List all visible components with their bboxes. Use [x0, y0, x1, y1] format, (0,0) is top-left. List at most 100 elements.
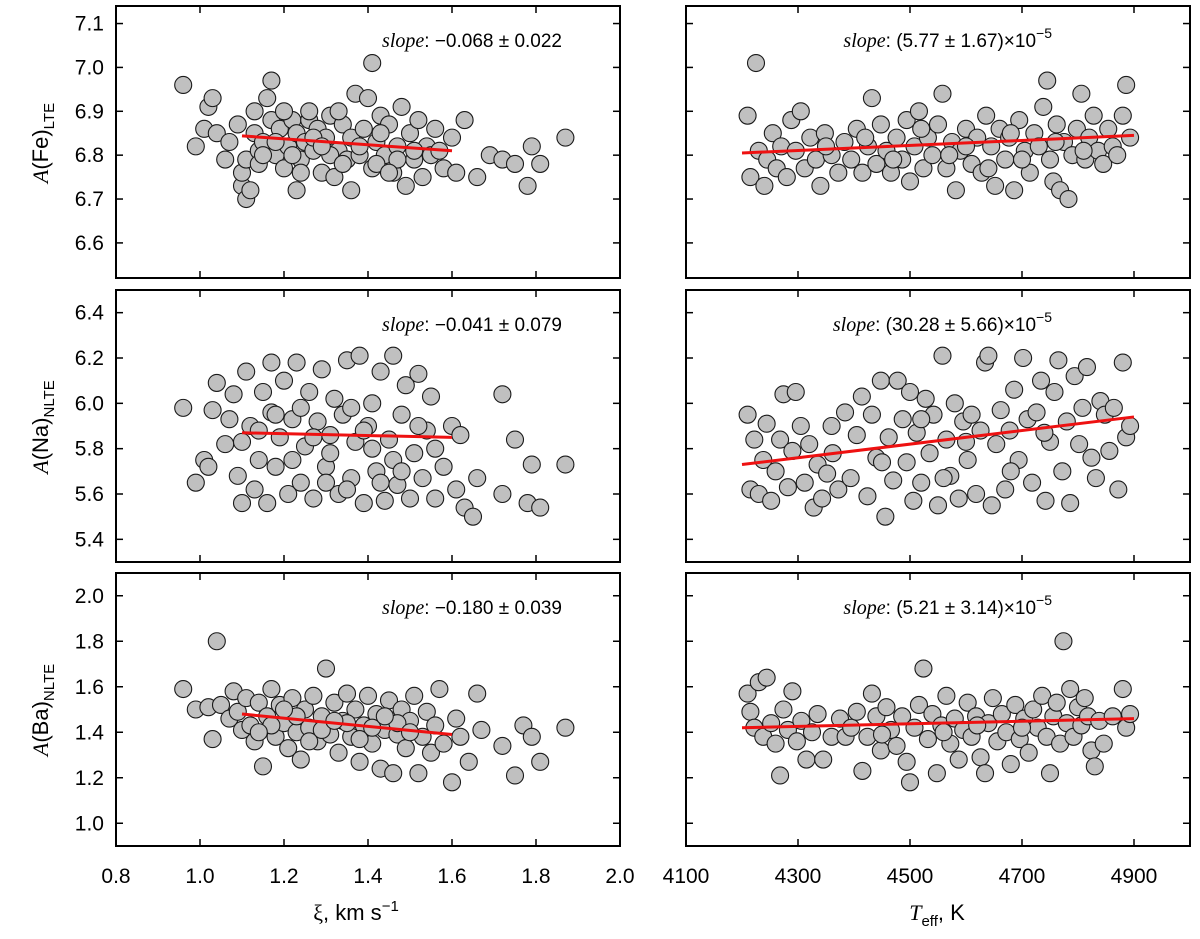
slope-value: : (5.21 ± 3.14)×10 — [886, 598, 1036, 619]
data-point — [409, 364, 428, 383]
slope-annotation: slope: (5.21 ± 3.14)×10−5 — [843, 592, 1052, 619]
x-tick-label: 1.4 — [353, 865, 383, 888]
slope-word: slope — [382, 597, 424, 619]
data-point — [375, 707, 394, 726]
data-point — [900, 773, 920, 792]
fit-line — [241, 431, 453, 439]
data-point — [900, 172, 920, 191]
data-point — [787, 732, 806, 751]
data-point — [232, 494, 252, 513]
data-point — [426, 489, 445, 508]
data-point — [986, 176, 1005, 195]
data-point — [354, 494, 373, 513]
data-point — [207, 632, 226, 651]
x-tick-label: 4700 — [999, 865, 1046, 888]
data-point — [1053, 462, 1072, 481]
data-point — [325, 693, 344, 712]
data-point — [1065, 367, 1084, 386]
data-point — [400, 124, 420, 143]
slope-word: slope — [382, 314, 424, 336]
data-point — [879, 428, 898, 447]
data-point — [818, 464, 837, 483]
data-point — [371, 124, 390, 143]
data-point — [531, 498, 550, 517]
data-point — [396, 176, 415, 195]
data-point — [996, 150, 1015, 169]
data-point — [762, 714, 781, 733]
data-point — [249, 450, 268, 470]
data-point — [897, 752, 916, 771]
slope-value: : −0.180 ± 0.039 — [424, 598, 562, 619]
data-point — [388, 150, 407, 169]
data-point — [771, 766, 790, 785]
data-point — [405, 686, 424, 705]
data-point — [270, 428, 289, 447]
data-point — [982, 496, 1001, 515]
data-point — [816, 137, 836, 156]
data-point — [1033, 686, 1052, 705]
data-point — [304, 686, 323, 705]
data-point — [199, 457, 218, 476]
data-point — [893, 410, 912, 429]
data-point — [904, 491, 923, 510]
data-point — [862, 684, 881, 703]
data-point — [1005, 181, 1024, 200]
data-point — [493, 736, 512, 755]
y-tick-label: 1.4 — [75, 721, 105, 744]
x-tick-label: 1.8 — [521, 865, 550, 888]
data-point — [367, 154, 386, 173]
data-point — [1012, 718, 1032, 737]
data-point — [455, 111, 474, 130]
data-point — [1054, 632, 1073, 651]
data-point — [337, 684, 357, 703]
data-point — [757, 668, 776, 687]
data-point — [228, 466, 247, 485]
data-point — [442, 128, 462, 147]
y-tick-label: 6.8 — [75, 144, 104, 167]
data-point — [897, 111, 916, 130]
data-point — [871, 115, 890, 134]
data-point — [867, 154, 886, 173]
data-point — [968, 716, 987, 735]
slope-value: : (5.77 ± 1.67)×10 — [886, 31, 1036, 52]
data-point — [329, 102, 348, 121]
slope-annotation: slope: (30.28 ± 5.66)×10−5 — [833, 309, 1052, 336]
data-point — [1085, 757, 1104, 776]
data-point — [304, 489, 323, 508]
data-point — [877, 698, 896, 717]
data-point — [442, 773, 462, 792]
data-point — [1072, 84, 1091, 103]
data-point — [451, 727, 470, 746]
data-point — [409, 111, 428, 130]
data-point — [975, 764, 995, 783]
data-point — [1005, 380, 1024, 399]
data-point — [505, 766, 525, 785]
data-point — [262, 353, 281, 372]
x-tick-label: 1.2 — [269, 865, 298, 888]
data-point — [262, 679, 281, 699]
data-point — [808, 704, 827, 724]
data-point — [531, 154, 550, 173]
data-point — [224, 385, 243, 404]
fit-line — [741, 133, 1135, 155]
data-point — [856, 128, 875, 147]
fit-line — [741, 415, 1135, 467]
data-point — [316, 659, 336, 678]
data-point — [216, 150, 235, 169]
data-point — [291, 163, 310, 182]
data-point — [811, 176, 830, 195]
data-point — [245, 102, 264, 121]
slope-word: slope — [382, 30, 424, 52]
data-point — [207, 373, 226, 392]
data-point — [738, 684, 757, 703]
data-point — [283, 450, 302, 470]
x-axis-label-teff: Teff, K — [909, 900, 965, 930]
data-point — [1077, 358, 1097, 377]
data-point — [274, 371, 294, 390]
plot-frame — [685, 289, 1191, 563]
data-point — [518, 176, 537, 195]
x-tick-label: 4500 — [887, 865, 934, 888]
data-point — [363, 439, 382, 458]
